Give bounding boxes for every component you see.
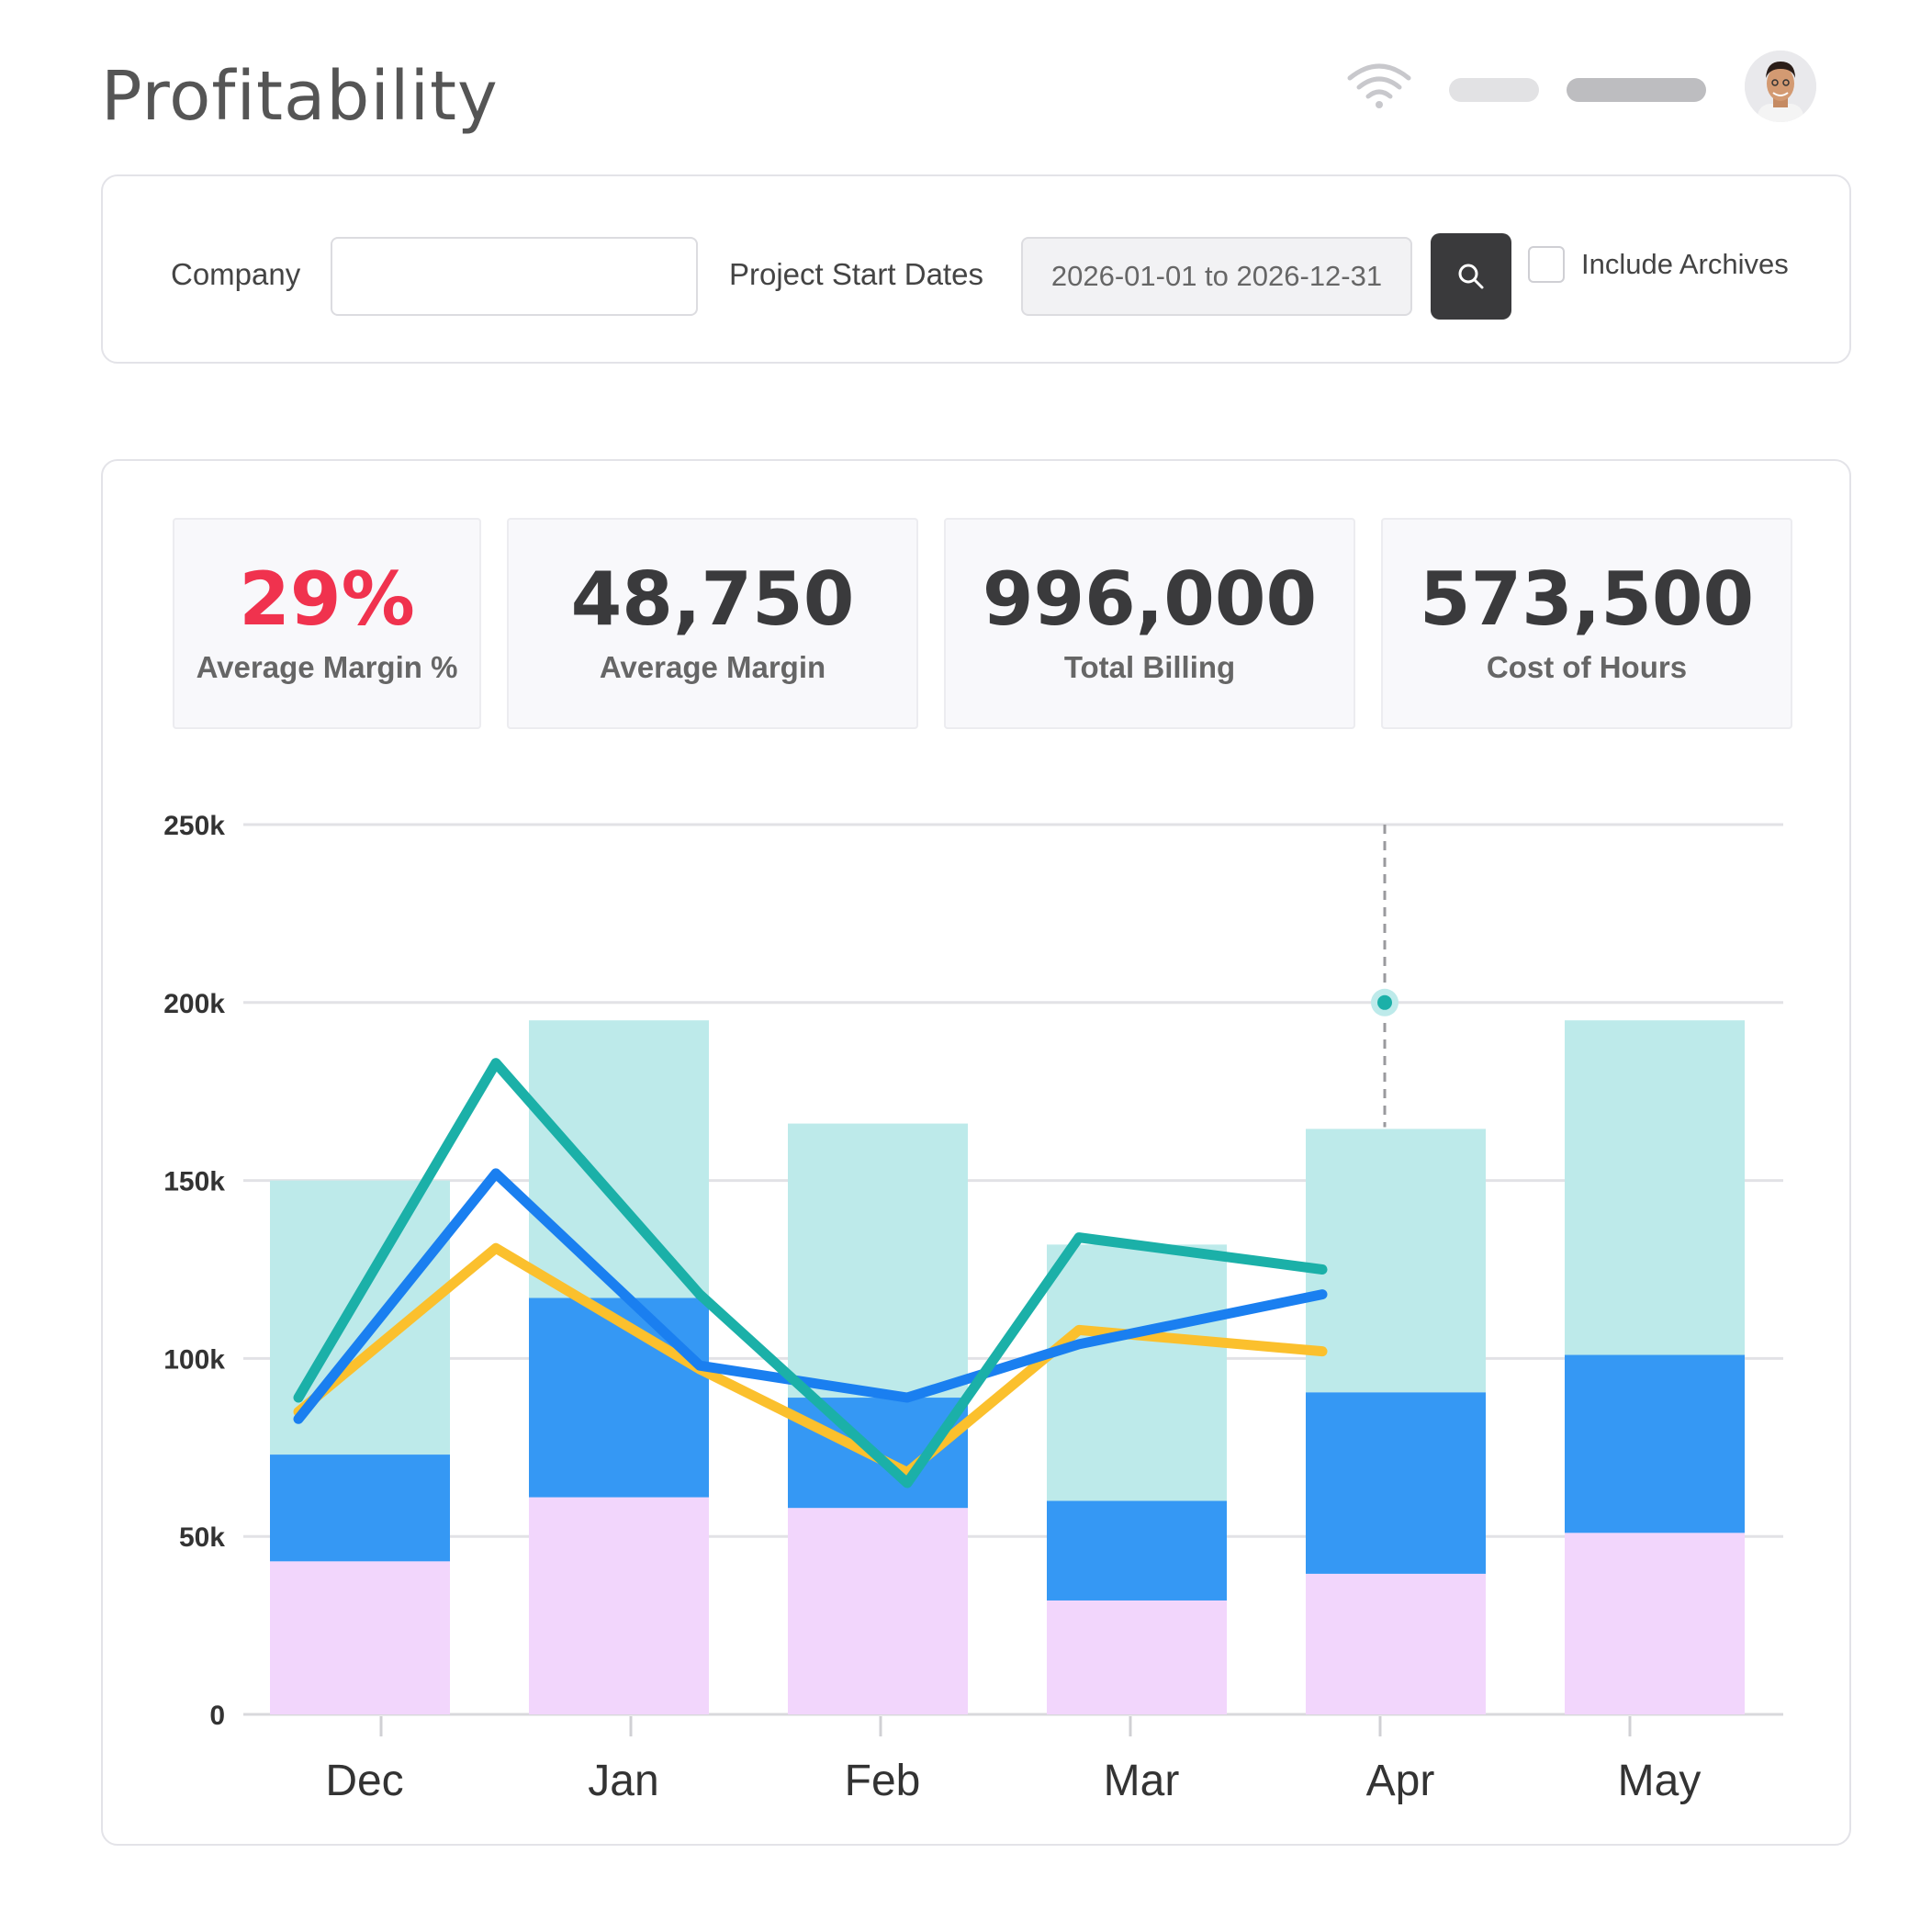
user-avatar[interactable] xyxy=(1745,51,1816,122)
bar-segment xyxy=(1565,1354,1745,1533)
x-category-label: May xyxy=(1618,1757,1702,1805)
y-tick-label: 0 xyxy=(209,1701,225,1731)
y-tick-label: 50k xyxy=(179,1522,225,1553)
bar-segment xyxy=(1306,1129,1486,1393)
company-input[interactable] xyxy=(331,237,698,316)
y-tick-label: 150k xyxy=(163,1167,225,1197)
kpi-label: Average Margin xyxy=(599,650,826,684)
bar-segment xyxy=(1047,1500,1227,1601)
status-pill-wide xyxy=(1567,78,1706,102)
kpi-value: 996,000 xyxy=(982,556,1318,642)
kpi-value: 48,750 xyxy=(570,556,855,642)
x-category-label: Mar xyxy=(1104,1757,1180,1805)
kpi-card-average-margin: 48,750 Average Margin xyxy=(507,518,918,729)
series-line xyxy=(293,1058,1328,1488)
bar-segment xyxy=(1306,1392,1486,1574)
page-title: Profitability xyxy=(101,57,499,136)
bar-segment xyxy=(270,1561,450,1714)
y-tick-label: 200k xyxy=(163,989,225,1019)
x-category-label: Dec xyxy=(325,1757,403,1805)
top-status-bar xyxy=(1346,51,1860,124)
bar-segment xyxy=(1306,1573,1486,1714)
kpi-label: Average Margin % xyxy=(196,650,458,684)
bar-segment xyxy=(529,1297,709,1498)
hover-marker-dot xyxy=(1377,994,1392,1010)
kpi-card-total-billing: 996,000 Total Billing xyxy=(944,518,1355,729)
company-label: Company xyxy=(171,257,301,291)
date-range-field[interactable]: 2026-01-01 to 2026-12-31 xyxy=(1021,237,1412,316)
kpi-label: Total Billing xyxy=(1063,650,1236,684)
kpi-card-cost-of-hours: 573,500 Cost of Hours xyxy=(1381,518,1792,729)
y-tick-label: 250k xyxy=(163,811,225,841)
project-start-dates-label: Project Start Dates xyxy=(729,257,983,291)
bar-segment xyxy=(529,1020,709,1298)
x-category-label: Apr xyxy=(1366,1757,1435,1805)
bar-segment xyxy=(788,1508,968,1714)
bar-segment xyxy=(529,1497,709,1714)
series-line xyxy=(293,1168,1328,1424)
bar-segment xyxy=(1047,1600,1227,1714)
profitability-panel: 29% Average Margin % 48,750 Average Marg… xyxy=(101,459,1851,1846)
bar-segment xyxy=(270,1455,450,1562)
kpi-value: 573,500 xyxy=(1419,556,1755,642)
profitability-chart[interactable]: 0 50k 100k 150k 200k 250k Dec Jan Feb Mar Apr May xyxy=(103,461,1849,1844)
status-pill xyxy=(1449,78,1539,102)
search-button[interactable] xyxy=(1431,233,1511,320)
include-archives-label[interactable]: Include Archives xyxy=(1581,248,1789,280)
avatar-portrait-icon xyxy=(1745,51,1816,122)
date-range-value: 2026-01-01 to 2026-12-31 xyxy=(1050,260,1383,292)
kpi-card-average-margin-percent: 29% Average Margin % xyxy=(173,518,481,729)
bar-segment xyxy=(788,1123,968,1398)
filter-panel: Company Project Start Dates 2026-01-01 t… xyxy=(101,174,1851,364)
x-category-label: Jan xyxy=(588,1757,658,1805)
y-tick-label: 100k xyxy=(163,1344,225,1375)
wifi-icon xyxy=(1347,63,1411,108)
include-archives-checkbox[interactable] xyxy=(1528,246,1565,283)
kpi-value: 29% xyxy=(239,556,415,642)
x-category-label: Feb xyxy=(845,1757,921,1805)
bar-segment xyxy=(1565,1020,1745,1355)
kpi-label: Cost of Hours xyxy=(1486,650,1688,684)
bar-segment xyxy=(1565,1533,1745,1714)
search-icon xyxy=(1458,264,1484,289)
bar-segment xyxy=(1047,1244,1227,1501)
